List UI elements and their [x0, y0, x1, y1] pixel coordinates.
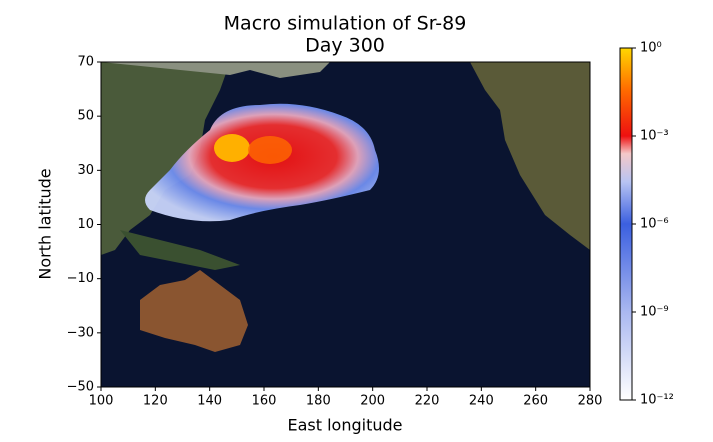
colorbar — [619, 47, 633, 401]
y-tick-label: −30 — [67, 325, 94, 340]
y-tick-label: 50 — [77, 109, 94, 124]
plume-core — [214, 134, 250, 162]
x-tick-label: 220 — [415, 394, 440, 409]
y-tick-label: −10 — [67, 271, 94, 286]
x-tick-label: 180 — [306, 394, 331, 409]
y-tick-label: 70 — [77, 55, 94, 70]
colorbar-tick-label: 10⁻³ — [640, 129, 669, 144]
colorbar-tick-label: 10⁻⁹ — [640, 305, 669, 320]
map — [101, 62, 590, 387]
y-tick-label: 10 — [77, 217, 94, 232]
x-tick-label: 260 — [523, 394, 548, 409]
y-axis-label: North latitude — [36, 168, 55, 279]
x-tick-label: 200 — [360, 394, 385, 409]
plume-core — [248, 136, 292, 164]
x-tick-label: 240 — [469, 394, 494, 409]
chart-subtitle: Day 300 — [305, 35, 385, 57]
colorbar-tick-label: 10⁻⁶ — [640, 217, 669, 232]
australia — [140, 270, 248, 352]
north-america — [470, 62, 590, 250]
x-axis-label: East longitude — [288, 416, 403, 435]
colorbar-tick-label: 10⁰ — [640, 41, 662, 56]
asia — [101, 62, 230, 255]
x-tick-label: 280 — [578, 394, 603, 409]
chart-title: Macro simulation of Sr-89 — [224, 13, 467, 35]
y-tick-label: 30 — [77, 163, 94, 178]
x-tick-label: 140 — [197, 394, 222, 409]
x-tick-label: 120 — [143, 394, 168, 409]
arctic — [101, 62, 330, 78]
islands — [120, 230, 240, 270]
x-tick-label: 160 — [252, 394, 277, 409]
x-tick-label: 100 — [89, 394, 114, 409]
y-tick-label: −50 — [67, 380, 94, 395]
colorbar-tick-label: 10⁻¹² — [640, 393, 674, 408]
